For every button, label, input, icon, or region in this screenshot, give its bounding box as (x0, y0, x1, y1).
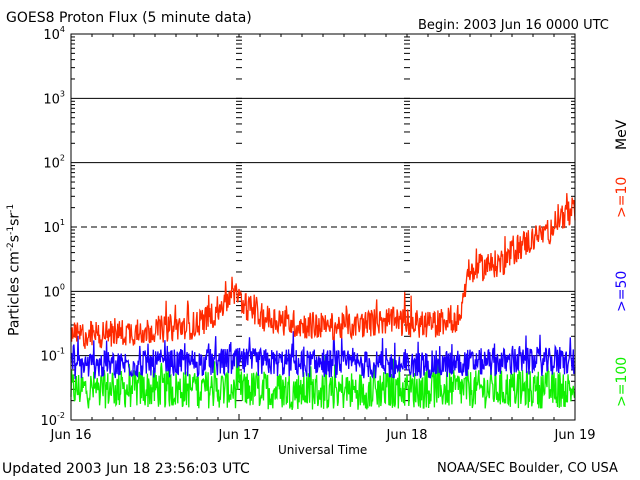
x-axis-label: Universal Time (278, 443, 368, 457)
y-tick-label-6: 10-2 (40, 411, 65, 429)
y-tick-label-5: 10-1 (40, 347, 65, 365)
y-tick-label-4: 100 (43, 282, 65, 300)
legend-entry-1: >=50 (614, 271, 630, 312)
y-axis-label-exp-cm: -2 (6, 242, 16, 252)
y-axis-label-exp-sr: -1 (6, 203, 16, 213)
credit-label: NOAA/SEC Boulder, CO USA (437, 461, 618, 476)
y-tick-label-0: 104 (43, 25, 65, 43)
x-tick-label-0: Jun 16 (50, 428, 92, 443)
begin-time-label: Begin: 2003 Jun 16 0000 UTC (418, 18, 609, 33)
chart-title: GOES8 Proton Flux (5 minute data) (6, 10, 252, 26)
y-axis-label: Particles cm-2s-1sr-1 (6, 204, 23, 336)
series-line-1 (70, 331, 576, 380)
legend-unit: MeV (614, 119, 630, 150)
y-axis-label-exp-s: -1 (6, 225, 16, 235)
x-tick-label-3: Jun 19 (554, 428, 596, 443)
y-tick-label-2: 102 (43, 154, 65, 172)
series-line-0 (70, 193, 576, 349)
y-axis-label-sr: sr (6, 212, 23, 226)
y-tick-label-1: 103 (43, 89, 65, 107)
y-tick-label-3: 101 (43, 218, 65, 236)
updated-timestamp: Updated 2003 Jun 18 23:56:03 UTC (2, 461, 250, 477)
legend-entry-2: >=100 (614, 357, 630, 407)
x-tick-label-1: Jun 17 (218, 428, 260, 443)
y-axis-label-s: s (6, 234, 23, 243)
x-tick-label-2: Jun 18 (386, 428, 428, 443)
y-axis-label-text: Particles cm (6, 251, 23, 336)
plot-frame (70, 33, 576, 421)
legend-entry-0: >=10 (614, 177, 630, 218)
